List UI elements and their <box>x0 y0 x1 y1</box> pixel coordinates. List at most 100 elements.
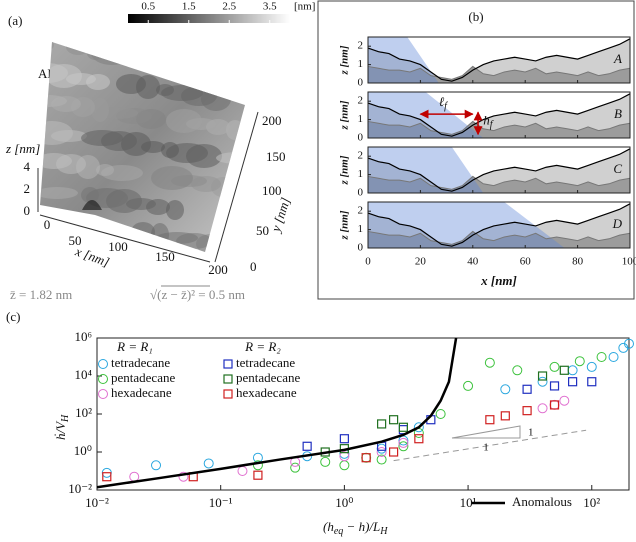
z-tick-label: 4 <box>24 159 31 174</box>
x-axis <box>39 214 211 263</box>
surface-bump <box>40 95 67 107</box>
plot-frame <box>96 337 630 491</box>
surface-bump <box>40 187 78 199</box>
legend-label: hexadecane <box>111 385 172 400</box>
legend-label: Anomalous <box>512 494 572 509</box>
y-axis-label: z [nm] <box>339 45 351 75</box>
square-marker <box>361 453 371 463</box>
colorbar-tick-label: 1.5 <box>182 1 196 13</box>
circle-marker <box>320 456 331 467</box>
y-tick-label: 1 <box>358 113 364 125</box>
surface-bump <box>40 42 54 51</box>
height-label-part: f <box>490 120 494 131</box>
legend-swatch <box>223 374 233 384</box>
liquid-front <box>368 92 484 138</box>
y-axis-label: z [nm] <box>339 210 351 240</box>
legend-title: R = R₁ <box>116 339 153 354</box>
y-tick-label: 10⁰ <box>74 443 92 458</box>
legend-label: tetradecane <box>236 355 295 370</box>
surface-bump <box>151 223 169 247</box>
slope-rise: 1 <box>528 427 534 439</box>
legend-label: hexadecane <box>236 385 297 400</box>
anomalous-curve <box>96 337 458 489</box>
solid-fill <box>368 148 630 193</box>
substrate-line <box>367 230 631 245</box>
x-tick-label: 10¹ <box>460 495 477 510</box>
square-marker <box>377 419 387 429</box>
square-marker <box>485 415 495 425</box>
circle-marker <box>339 451 350 462</box>
square-marker <box>339 434 349 444</box>
circle-marker <box>290 462 301 473</box>
solid-fill <box>368 93 630 138</box>
square-marker <box>389 447 399 457</box>
circle-marker <box>549 399 560 410</box>
y-axis-label-part: ḣ/V <box>53 420 68 440</box>
square-marker <box>559 365 569 375</box>
surface-line <box>367 93 631 137</box>
y-tick-label: 1 <box>358 58 364 70</box>
y-tick-label: 2 <box>358 205 364 217</box>
rms-roughness: √(z − z̄)² = 0.5 nm <box>150 287 245 302</box>
surface-bump <box>66 42 90 55</box>
square-marker <box>253 470 263 480</box>
circle-marker <box>484 357 495 368</box>
y-axis-label: y [nm] <box>267 196 293 236</box>
x-tick-label: 0 <box>44 217 51 232</box>
square-marker <box>414 434 424 444</box>
y-tick-label: 0 <box>358 132 364 144</box>
y-tick-label: 10² <box>75 405 92 420</box>
y-tick-label: 10⁻² <box>68 481 92 496</box>
liquid-front <box>368 202 565 248</box>
surface-bump <box>96 164 114 176</box>
y-tick-label: 1 <box>358 168 364 180</box>
circle-marker <box>586 361 597 372</box>
x-tick-label: 60 <box>520 256 532 268</box>
z-axis-label: z [nm] <box>5 141 40 156</box>
subplot-label: C <box>613 161 622 176</box>
legend-swatch <box>223 389 233 399</box>
square-marker <box>568 377 578 387</box>
x-tick-label: 150 <box>155 249 175 264</box>
surface-bump <box>131 222 155 242</box>
legend-label: tetradecane <box>111 355 170 370</box>
panel-label: (c) <box>6 309 20 324</box>
legend-swatch <box>98 389 108 399</box>
surface-bump <box>91 42 133 65</box>
subplot-label: B <box>614 106 622 121</box>
circle-marker <box>252 460 263 471</box>
y-tick-label: 100 <box>262 183 282 198</box>
legend-title: R = R₂ <box>244 339 281 354</box>
circle-marker <box>339 460 350 471</box>
circle-marker <box>376 454 387 465</box>
square-marker <box>549 381 560 391</box>
z-tick-label: 0 <box>24 203 31 218</box>
circle-marker <box>413 422 424 433</box>
substrate-fill <box>368 231 630 248</box>
substrate-line <box>367 120 631 135</box>
x-tick-label: 200 <box>208 262 228 277</box>
subplot-label: D <box>612 216 623 231</box>
square-marker <box>549 400 560 410</box>
substrate-fill <box>368 176 630 193</box>
surface-bump <box>151 52 175 72</box>
y-tick-label: 2 <box>358 95 364 107</box>
circle-marker <box>500 384 511 395</box>
circle-marker <box>624 338 634 349</box>
colorbar-tick-label: 3.5 <box>263 1 277 13</box>
slope-run: 1 <box>483 442 489 454</box>
x-tick-label: 10⁰ <box>335 495 353 510</box>
circle-marker <box>398 437 409 448</box>
circle-marker <box>151 460 162 471</box>
x-tick-label: 80 <box>572 256 584 268</box>
surface-bump <box>131 51 161 67</box>
surface-bump <box>156 84 174 96</box>
x-tick-label: 40 <box>467 256 479 268</box>
y-tick-label: 2 <box>358 150 364 162</box>
surface-bump <box>151 166 193 190</box>
z-tick-label: 2 <box>24 181 31 196</box>
y-tick-label: 200 <box>262 113 282 128</box>
solid-fill <box>368 203 630 248</box>
colorbar-tick-label: 0.5 <box>141 1 155 13</box>
circle-marker <box>178 471 189 482</box>
